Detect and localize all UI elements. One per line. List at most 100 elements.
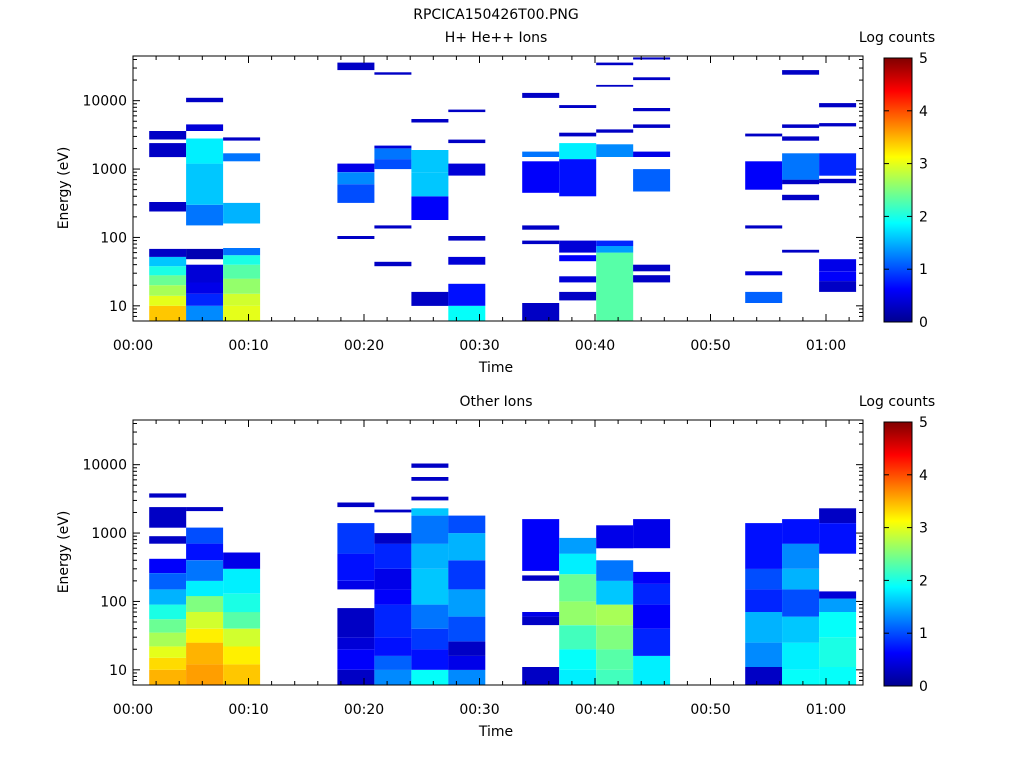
heatmap-cell [522,667,560,685]
heatmap-cell [596,129,634,133]
heatmap-cell [633,604,671,629]
heatmap-cell [522,519,560,571]
heatmap-cell [522,151,560,157]
y-tick-label: 1000 [91,526,127,542]
heatmap-cell [559,143,597,160]
heatmap-cell [819,637,857,667]
x-tick-label: 00:10 [228,702,268,718]
heatmap-cell [223,153,261,162]
heatmap-cell [745,568,783,590]
heatmap-cell [819,178,857,184]
heatmap-cell [819,153,857,176]
heatmap-cell [522,612,560,617]
heatmap-cell [596,604,634,626]
heatmap-cell [374,509,412,513]
heatmap-cell [186,596,224,612]
heatmap-cell [374,261,412,267]
heatmap-cell [374,159,412,170]
heatmap-cell [223,255,261,265]
heatmap-cell [745,642,783,667]
heatmap-cell [559,669,597,685]
heatmap-cell [223,646,261,665]
heatmap-cell [448,109,486,113]
heatmap-cell [559,105,597,108]
heatmap-cell [223,305,261,321]
heatmap-cell [337,523,375,554]
heatmap-cell [633,57,671,60]
heatmap-cell [149,248,187,257]
heatmap-cell [448,560,486,590]
heatmap-cell [149,536,187,544]
heatmap-cell [223,264,261,279]
heatmap-cell [149,131,187,140]
heatmap-cell [633,124,671,128]
heatmap-cell [559,553,597,575]
heatmap-cell [337,62,375,71]
heatmap-cell [596,252,634,321]
heatmap-cell [522,161,560,193]
heatmap-cell [596,580,634,605]
x-tick-label: 00:10 [228,338,268,354]
heatmap-cell [337,236,375,239]
heatmap-cell [374,655,412,670]
heatmap-cell [411,119,449,123]
heatmap-cell [819,523,857,554]
heatmap-cell [374,568,412,590]
heatmap-cell [782,70,820,75]
colorbar-tick-label: 2 [919,209,928,225]
heatmap-cell [374,225,412,229]
heatmap-cell [337,649,375,670]
colorbar-tick-label: 3 [919,521,928,537]
colorbar [883,57,913,323]
y-tick-label: 100 [100,230,127,246]
heatmap-cell [186,124,224,131]
plot-frame [132,55,864,322]
heatmap-cell [559,574,597,602]
heatmap-cell [411,628,449,650]
heatmap-cell [411,649,449,670]
heatmap-cell [745,523,783,569]
heatmap-cell [149,657,187,670]
heatmap-cell [223,664,261,685]
heatmap-cell [819,667,857,685]
heatmap-cell [149,619,187,633]
heatmap-cell [559,625,597,650]
heatmap-cell [186,282,224,294]
heatmap-cell [559,159,597,197]
y-axis-label: Energy (eV) [56,147,72,230]
heatmap-cell [448,515,486,534]
x-axis-label: Time [478,360,513,376]
colorbar-label: Log counts [859,30,935,46]
heatmap-cell [223,293,261,306]
heatmap-cell [522,303,560,321]
x-axis: 00:00 00:10 00:20 00:30 00:40 00:50 01:00 [113,420,850,718]
heatmap-cell [186,97,224,103]
heatmap-cell [819,598,857,612]
heatmap-cell [745,612,783,643]
heatmap-cell [223,628,261,647]
heatmap-cell [186,580,224,597]
heatmap-cell [337,580,375,590]
heatmap-cell [149,305,187,321]
plot-frame [132,419,864,686]
colorbar-tick-label: 5 [919,415,928,431]
heatmap-cell [448,236,486,241]
heatmap-cell [596,625,634,650]
heatmap-cell [596,560,634,581]
x-tick-label: 01:00 [806,338,846,354]
heatmap-cell [633,108,671,112]
heatmap-cells [149,57,857,321]
heatmap-cell [448,163,486,176]
x-tick-label: 00:30 [459,338,499,354]
heatmap-cell [374,145,412,149]
heatmap-cell [411,496,449,501]
heatmap-cell [782,589,820,617]
heatmap-cell [223,612,261,629]
colorbar-tick-label: 0 [919,679,928,695]
heatmap-cell [186,527,224,544]
heatmap-cell [337,502,375,508]
y-tick-label: 10000 [82,94,127,110]
heatmap-cell [149,202,187,212]
heatmap-cell [782,194,820,201]
heatmap-cell [559,276,597,283]
